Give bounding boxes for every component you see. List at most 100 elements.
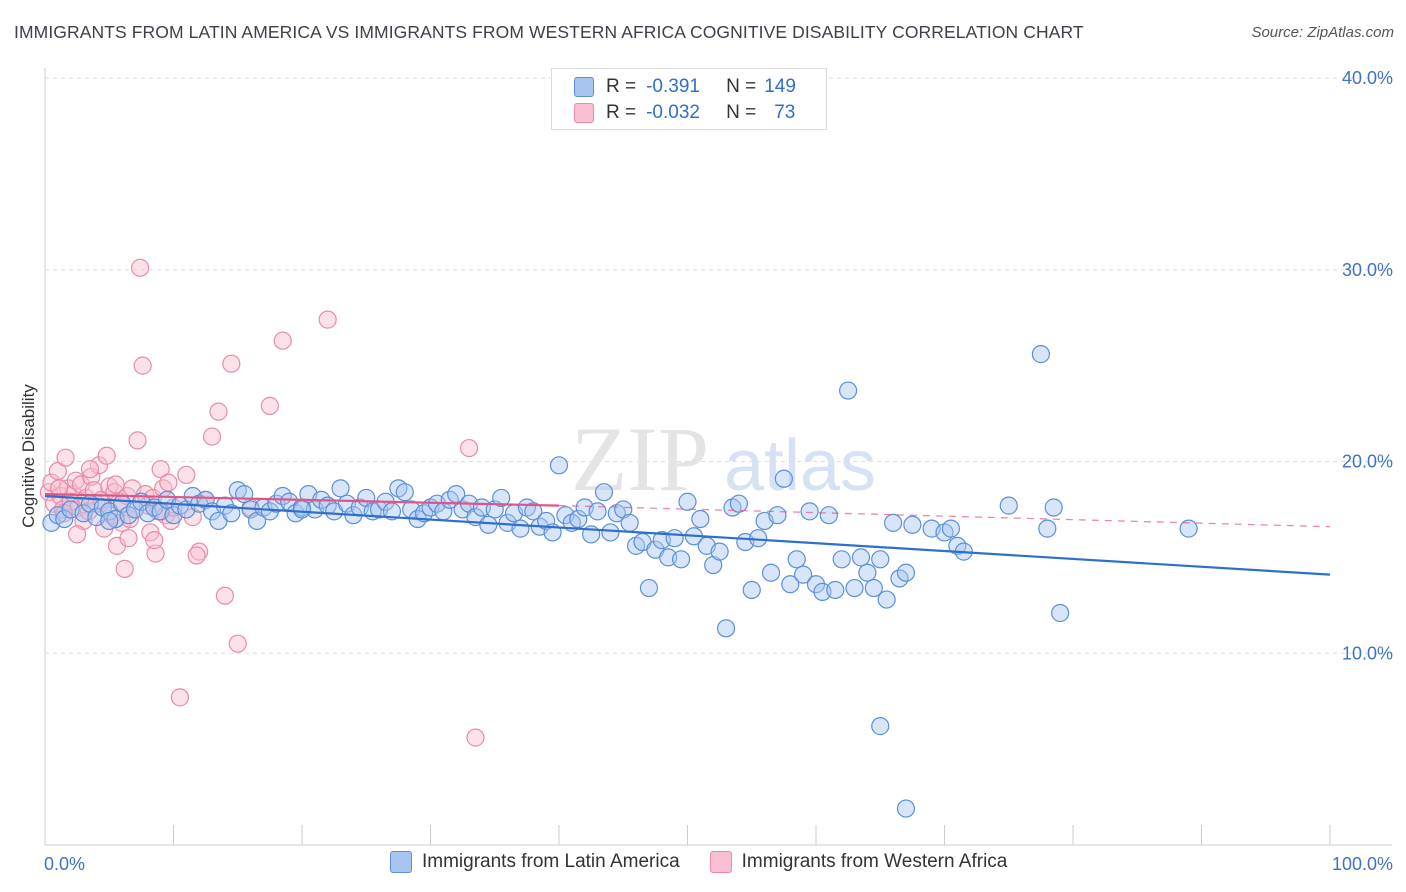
data-point-latin-america <box>832 550 851 569</box>
data-point-latin-america <box>877 590 896 609</box>
data-point-western-africa <box>209 402 228 421</box>
data-point-latin-america <box>511 519 530 538</box>
data-point-western-africa <box>151 460 170 479</box>
data-point-western-africa <box>187 546 206 565</box>
data-point-latin-america <box>594 483 614 502</box>
data-point-western-africa <box>146 544 165 563</box>
series-legend-label: Immigrants from Western Africa <box>741 851 1008 872</box>
data-point-latin-america <box>774 469 793 488</box>
data-point-latin-america <box>883 513 903 532</box>
legend-n-value: 149 <box>764 76 796 97</box>
legend-r-value: -0.032 <box>646 102 700 123</box>
data-point-western-africa <box>318 310 337 329</box>
data-point-western-africa <box>130 258 150 277</box>
legend-swatch-blue <box>574 77 594 97</box>
watermark-atlas: atlas <box>724 426 876 506</box>
data-point-latin-america <box>999 496 1018 515</box>
data-point-western-africa <box>459 438 479 458</box>
data-point-latin-america <box>794 565 813 584</box>
legend-n-label: N = <box>726 102 757 123</box>
data-point-latin-america <box>671 550 691 569</box>
series-swatch-pink <box>709 851 732 873</box>
data-point-latin-america <box>845 578 864 598</box>
data-point-latin-america <box>1051 603 1070 623</box>
data-point-latin-america <box>292 500 312 519</box>
data-point-latin-america <box>896 563 916 582</box>
y-axis-label: Cognitive Disability <box>19 384 38 528</box>
data-point-latin-america <box>691 509 710 529</box>
data-point-latin-america <box>55 509 74 529</box>
data-point-latin-america <box>524 502 543 521</box>
series-legend-western-africa: Immigrants from Western Africa <box>709 851 1008 873</box>
data-point-western-africa <box>228 634 247 653</box>
legend-r-label: R = <box>606 102 637 123</box>
axes <box>44 68 1392 846</box>
trend-line-western-africa-dashed <box>558 504 1331 528</box>
data-point-latin-america <box>864 578 883 598</box>
data-point-latin-america <box>196 490 215 509</box>
grid-lines <box>45 77 1392 654</box>
source-credit: Source: ZipAtlas.com <box>1251 24 1394 41</box>
data-point-latin-america <box>729 494 749 513</box>
data-point-latin-america <box>235 484 254 504</box>
data-point-western-africa <box>177 465 196 485</box>
data-point-latin-america <box>871 550 890 569</box>
data-point-western-africa <box>97 446 116 465</box>
data-point-latin-america <box>395 483 414 502</box>
y-tick-label: 30.0% <box>1342 260 1393 280</box>
watermark: ZIP atlas <box>571 408 876 510</box>
series-legend-latin-america: Immigrants from Latin America <box>390 851 680 873</box>
legend-r-value: -0.391 <box>646 76 700 97</box>
data-point-western-africa <box>106 475 125 494</box>
data-point-latin-america <box>1038 519 1057 538</box>
stats-legend: R = -0.391 N = 149 R = -0.032 N = 73 <box>551 68 827 130</box>
series-legend-label: Immigrants from Latin America <box>422 851 680 872</box>
data-point-latin-america <box>858 563 877 582</box>
data-point-latin-america <box>787 550 806 569</box>
data-point-latin-america <box>710 542 729 561</box>
trend-line-latin-america <box>44 494 1331 576</box>
trend-lines <box>44 492 1331 576</box>
data-point-latin-america <box>903 515 922 534</box>
data-point-latin-america <box>851 548 871 567</box>
data-point-latin-america <box>639 578 659 598</box>
legend-row-latin-america: R = -0.391 N = 149 <box>574 75 796 99</box>
data-point-western-africa <box>119 529 138 548</box>
x-tick-label: 100.0% <box>1332 854 1393 874</box>
data-point-latin-america <box>479 515 498 534</box>
data-point-western-africa <box>202 427 222 446</box>
data-point-latin-america <box>781 575 800 594</box>
data-point-western-africa <box>273 331 292 350</box>
data-point-western-africa <box>133 356 152 375</box>
data-point-western-africa <box>56 448 75 467</box>
data-point-latin-america <box>601 523 620 542</box>
data-point-latin-america <box>896 799 916 818</box>
data-point-latin-america <box>678 492 697 511</box>
data-point-latin-america <box>1044 498 1063 517</box>
data-point-latin-america <box>100 511 119 531</box>
data-point-latin-america <box>761 563 781 582</box>
y-tick-label: 40.0% <box>1342 68 1393 88</box>
legend-row-western-africa: R = -0.032 N = 73 <box>574 101 795 125</box>
tick-labels: 10.0% 20.0% 30.0% 40.0% 0.0% 100.0% <box>44 68 1393 874</box>
data-point-latin-america <box>588 502 607 521</box>
data-point-latin-america <box>537 511 556 531</box>
chart-title: IMMIGRANTS FROM LATIN AMERICA VS IMMIGRA… <box>14 22 1084 42</box>
data-point-western-africa <box>80 460 100 479</box>
data-point-western-africa <box>145 531 164 550</box>
data-point-western-africa <box>89 456 109 475</box>
data-point-latin-america <box>331 479 350 498</box>
data-point-latin-america <box>665 529 684 548</box>
data-point-latin-america <box>492 488 511 508</box>
data-point-latin-america <box>1179 519 1198 538</box>
legend-r-label: R = <box>606 76 637 97</box>
legend-n-label: N = <box>726 76 757 97</box>
data-point-latin-america <box>716 619 736 638</box>
data-point-western-africa <box>170 688 190 707</box>
data-point-latin-america <box>620 513 639 532</box>
data-point-western-africa <box>260 396 279 415</box>
data-point-latin-america <box>839 381 858 400</box>
data-point-latin-america <box>819 506 838 525</box>
data-point-western-africa <box>159 473 178 492</box>
